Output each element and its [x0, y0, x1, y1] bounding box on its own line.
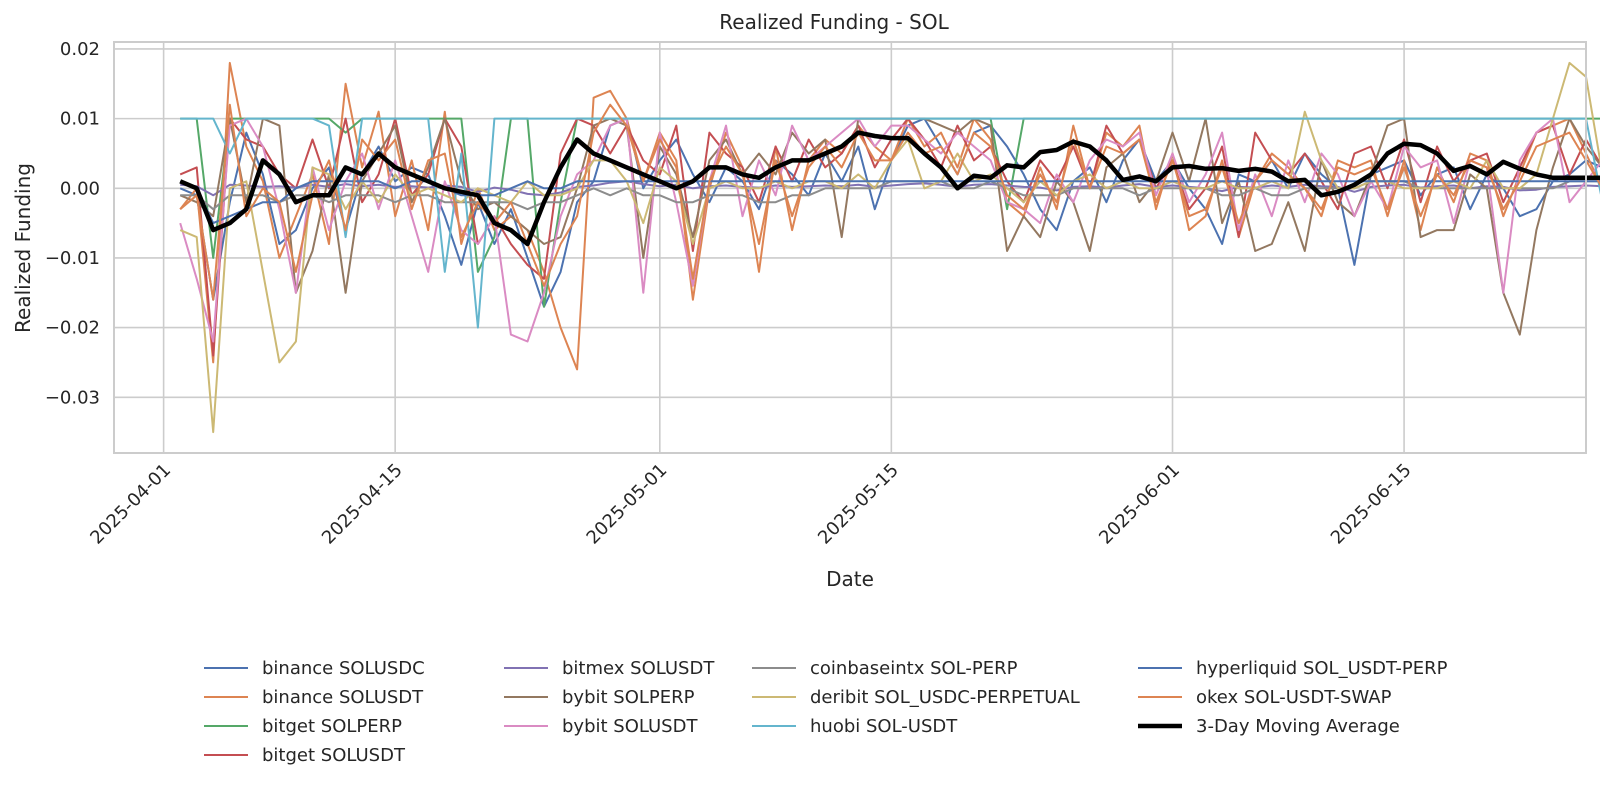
legend-label: 3-Day Moving Average — [1196, 716, 1400, 737]
legend-label: coinbaseintx SOL-PERP — [810, 658, 1018, 679]
legend-label: bybit SOLPERP — [562, 687, 695, 708]
legend-label: binance SOLUSDC — [262, 658, 425, 679]
x-tick-label: 2025-06-15 — [1327, 460, 1416, 549]
y-tick-label: −0.01 — [45, 248, 100, 269]
plot-frame — [113, 41, 1587, 454]
y-tick-label: 0.00 — [60, 178, 100, 199]
y-tick-label: 0.01 — [60, 109, 100, 130]
series-line — [180, 117, 1600, 329]
y-axis-title: Realized Funding — [11, 163, 35, 333]
series-line — [179, 61, 1600, 371]
x-tick-label: 2025-06-01 — [1095, 460, 1184, 549]
legend-label: deribit SOL_USDC-PERPETUAL — [810, 687, 1080, 708]
legend-label: binance SOLUSDT — [262, 687, 424, 708]
legend-label: hyperliquid SOL_USDT-PERP — [1196, 658, 1448, 679]
series-line — [179, 103, 1600, 301]
legend-label: bitmex SOLUSDT — [562, 658, 715, 679]
y-tick-label: −0.03 — [45, 387, 100, 408]
x-tick-label: 2025-05-01 — [583, 460, 672, 549]
x-axis: 2025-04-01 2025-04-15 2025-05-01 2025-05-15… — [86, 460, 1415, 549]
grid — [114, 42, 1586, 453]
legend: binance SOLUSDC binance SOLUSDT bitget SOL… — [204, 658, 1448, 766]
x-axis-title: Date — [826, 567, 874, 591]
y-axis: −0.03 −0.02 −0.01 0.00 0.01 0.02 — [45, 39, 100, 408]
legend-label: bitget SOLPERP — [262, 716, 402, 737]
series-line — [179, 61, 1600, 434]
x-tick-label: 2025-04-01 — [86, 460, 175, 549]
y-tick-label: −0.02 — [45, 318, 100, 339]
legend-label: bybit SOLUSDT — [562, 716, 698, 737]
legend-label: okex SOL-USDT-SWAP — [1196, 687, 1392, 708]
series-line — [179, 117, 1600, 336]
legend-label: huobi SOL-USDT — [810, 716, 958, 737]
series-layer — [179, 61, 1600, 434]
series-line — [179, 130, 1600, 247]
x-tick-label: 2025-05-15 — [814, 460, 903, 549]
chart-title: Realized Funding - SOL — [719, 10, 949, 34]
legend-label: bitget SOLUSDT — [262, 745, 406, 766]
y-tick-label: 0.02 — [60, 39, 100, 60]
x-tick-label: 2025-04-15 — [318, 460, 407, 549]
